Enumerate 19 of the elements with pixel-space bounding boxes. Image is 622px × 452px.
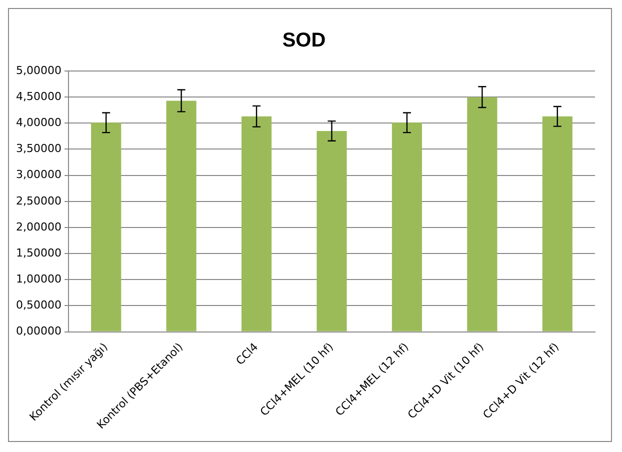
y-tick-label: 0,00000 bbox=[16, 324, 62, 338]
y-tick-label: 5,00000 bbox=[16, 64, 62, 77]
bar bbox=[91, 122, 122, 332]
y-tick-label: 3,50000 bbox=[16, 142, 62, 156]
bar bbox=[542, 116, 572, 332]
y-tick-label: 0,50000 bbox=[16, 298, 62, 312]
y-tick-label: 2,50000 bbox=[16, 194, 62, 208]
chart-title: SOD bbox=[282, 30, 326, 52]
y-tick-label: 1,00000 bbox=[16, 272, 62, 286]
y-tick-label: 2,00000 bbox=[16, 220, 62, 234]
bar bbox=[166, 100, 196, 332]
bar bbox=[241, 116, 272, 332]
bar bbox=[392, 122, 422, 332]
y-tick-label: 4,50000 bbox=[16, 90, 62, 103]
y-tick-label: 4,00000 bbox=[16, 116, 62, 130]
bar bbox=[467, 97, 498, 332]
y-tick-label: 1,50000 bbox=[16, 246, 62, 260]
bar bbox=[316, 130, 347, 332]
y-tick-label: 3,00000 bbox=[16, 168, 62, 182]
